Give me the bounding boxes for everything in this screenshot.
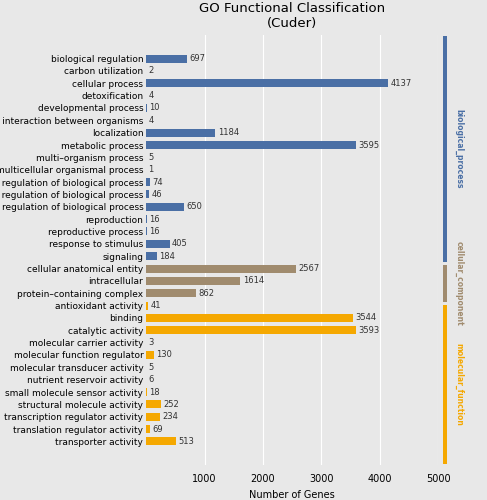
X-axis label: Number of Genes: Number of Genes (249, 490, 335, 500)
Text: 18: 18 (150, 388, 160, 396)
Bar (146, 326, 356, 334)
Text: 4: 4 (149, 116, 154, 125)
Text: 2567: 2567 (299, 264, 319, 273)
Text: 3544: 3544 (356, 314, 376, 322)
Bar (146, 141, 356, 149)
Bar (146, 264, 296, 272)
Text: 5: 5 (149, 153, 154, 162)
Bar (146, 203, 184, 211)
Text: 6: 6 (149, 375, 154, 384)
Text: 46: 46 (151, 190, 162, 199)
Text: molecular_function: molecular_function (454, 343, 464, 426)
Bar (146, 351, 154, 359)
Bar (146, 240, 170, 248)
Text: 184: 184 (159, 252, 175, 260)
Text: 3593: 3593 (358, 326, 380, 335)
Bar (146, 104, 147, 112)
Text: 4: 4 (149, 91, 154, 100)
Bar (146, 425, 150, 433)
Bar (146, 54, 187, 62)
Bar (146, 400, 161, 408)
Bar (146, 79, 388, 88)
Text: 4137: 4137 (390, 79, 412, 88)
Text: 1184: 1184 (218, 128, 239, 137)
Text: 234: 234 (162, 412, 178, 421)
Text: 513: 513 (178, 437, 194, 446)
Text: 69: 69 (152, 424, 163, 434)
Bar (146, 289, 196, 297)
Bar (146, 252, 157, 260)
Text: 2: 2 (149, 66, 154, 76)
Text: 650: 650 (187, 202, 202, 211)
Bar (146, 388, 147, 396)
Text: 1: 1 (149, 165, 154, 174)
Text: 252: 252 (163, 400, 179, 409)
Text: biological_process: biological_process (454, 110, 464, 189)
Text: 16: 16 (150, 227, 160, 236)
Text: 16: 16 (150, 214, 160, 224)
Bar (146, 128, 215, 136)
Text: 130: 130 (156, 350, 172, 360)
Text: 697: 697 (189, 54, 205, 63)
Text: cellular_component: cellular_component (454, 241, 464, 326)
Text: 5: 5 (149, 363, 154, 372)
Bar (146, 314, 353, 322)
Text: 405: 405 (172, 240, 188, 248)
Bar (146, 277, 241, 285)
Text: 41: 41 (151, 301, 161, 310)
Text: 10: 10 (149, 104, 160, 112)
Bar (146, 178, 150, 186)
Bar (146, 215, 147, 223)
Text: 74: 74 (153, 178, 163, 186)
Text: 3: 3 (149, 338, 154, 347)
Bar (146, 302, 149, 310)
Bar (146, 228, 147, 235)
Bar (146, 190, 149, 198)
Title: GO Functional Classification
(Cuder): GO Functional Classification (Cuder) (199, 2, 385, 29)
Bar (146, 438, 176, 446)
Bar (146, 412, 160, 421)
Text: 862: 862 (199, 288, 215, 298)
Text: 1614: 1614 (243, 276, 264, 285)
Text: 3595: 3595 (358, 140, 380, 149)
